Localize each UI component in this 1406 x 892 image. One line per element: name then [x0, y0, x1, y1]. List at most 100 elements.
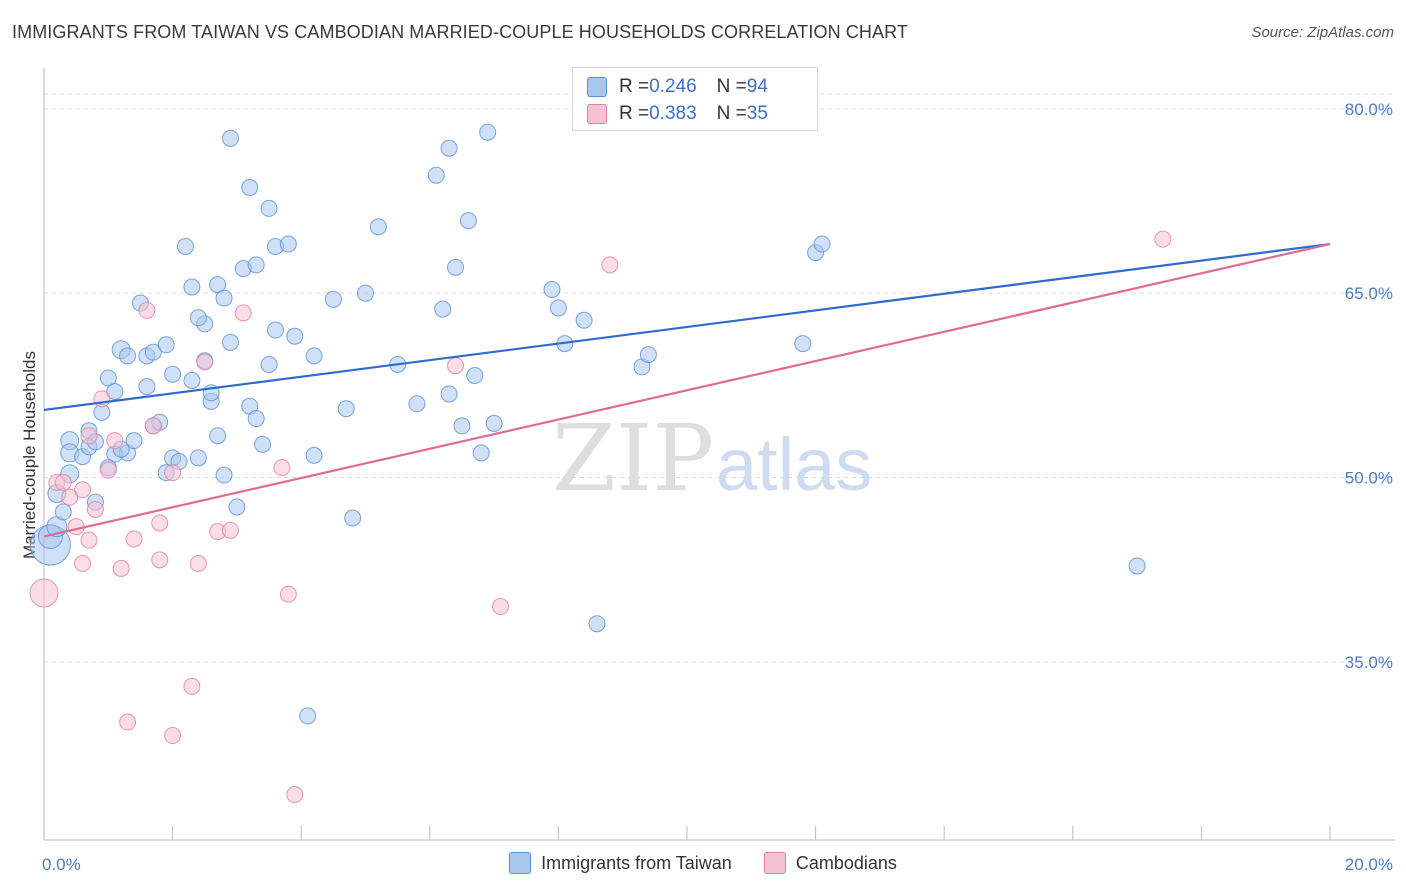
point-taiwan — [125, 432, 143, 450]
point-taiwan — [1128, 557, 1146, 575]
point-taiwan — [209, 427, 227, 445]
point-taiwan — [189, 309, 207, 327]
point-taiwan — [215, 466, 233, 484]
point-taiwan — [479, 123, 497, 141]
point-taiwan — [813, 235, 831, 253]
point-cambodians — [80, 427, 98, 445]
tick-labels: 35.0% 50.0% 65.0% 80.0% 0.0% 20.0% — [42, 100, 1393, 874]
legend-r-label: R = — [619, 76, 650, 97]
legend-label-taiwan: Immigrants from Taiwan — [541, 852, 732, 873]
point-taiwan — [247, 410, 265, 428]
point-cambodians — [99, 461, 117, 479]
watermark-atlas: atlas — [716, 423, 872, 506]
legend-swatch-cambodians — [763, 852, 786, 874]
point-taiwan — [144, 343, 162, 361]
correlation-legend: R = 0.246 N = 94 R = 0.383 N = 35 — [572, 67, 818, 131]
trend-lines — [43, 242, 1331, 538]
point-taiwan — [279, 235, 297, 253]
legend-item-cambodians[interactable]: Cambodians — [763, 852, 897, 874]
point-cambodians — [106, 432, 124, 450]
point-taiwan — [286, 327, 304, 345]
point-taiwan — [305, 347, 323, 365]
point-taiwan — [357, 284, 374, 302]
point-taiwan — [176, 237, 194, 255]
legend-r-value: 0.383 — [649, 103, 697, 124]
y-tick-label: 35.0% — [1345, 653, 1393, 672]
point-taiwan — [549, 299, 567, 317]
point-taiwan — [427, 166, 445, 184]
chart-title: IMMIGRANTS FROM TAIWAN VS CAMBODIAN MARR… — [12, 22, 908, 42]
point-cambodians — [61, 488, 79, 506]
point-cambodians — [125, 530, 143, 548]
point-cambodians — [189, 555, 207, 573]
point-taiwan — [266, 321, 284, 339]
point-cambodians — [86, 500, 104, 518]
point-taiwan — [472, 444, 490, 462]
point-taiwan — [164, 365, 182, 383]
axes — [43, 68, 1395, 841]
point-cambodians — [164, 727, 182, 745]
point-taiwan — [453, 417, 471, 435]
point-taiwan — [588, 615, 606, 633]
point-cambodians — [273, 459, 291, 477]
point-taiwan — [54, 503, 72, 521]
watermark-zip: ZIP — [552, 405, 714, 512]
point-taiwan — [543, 280, 561, 298]
legend-n-value: 94 — [746, 76, 768, 97]
chart-source: Source: ZipAtlas.com — [1251, 24, 1394, 41]
point-cambodians — [234, 304, 252, 322]
point-taiwan — [215, 289, 233, 307]
point-taiwan — [260, 355, 278, 373]
point-taiwan — [189, 449, 207, 467]
legend-r-value: 0.246 — [649, 76, 697, 97]
point-taiwan — [183, 371, 201, 389]
point-cambodians — [183, 677, 201, 695]
point-taiwan — [440, 385, 458, 403]
data-points — [29, 123, 1172, 804]
legend-n-label: N = — [716, 76, 747, 97]
point-taiwan — [434, 300, 452, 318]
point-cambodians — [119, 713, 137, 731]
legend-label-cambodians: Cambodians — [795, 852, 897, 873]
legend-r-label: R = — [619, 103, 650, 124]
trend-line-cambodians — [43, 242, 1331, 538]
legend-item-taiwan[interactable]: Immigrants from Taiwan — [509, 852, 732, 874]
point-taiwan — [369, 218, 387, 236]
legend-row-taiwan: R = 0.246 N = 94 — [587, 76, 768, 98]
point-cambodians — [1154, 230, 1172, 248]
point-taiwan — [260, 199, 278, 217]
legend-swatch-taiwan — [587, 77, 607, 97]
point-cambodians — [29, 578, 59, 608]
point-taiwan — [485, 414, 503, 432]
point-cambodians — [279, 585, 297, 603]
point-taiwan — [183, 278, 201, 296]
point-cambodians — [112, 559, 130, 577]
point-cambodians — [492, 598, 510, 616]
point-taiwan — [337, 400, 355, 418]
point-cambodians — [54, 473, 72, 491]
point-taiwan — [138, 378, 156, 396]
point-taiwan — [575, 311, 593, 329]
legend-n-value: 35 — [746, 103, 768, 124]
point-cambodians — [80, 531, 98, 549]
point-cambodians — [138, 301, 156, 319]
legend-n-label: N = — [716, 103, 747, 124]
point-cambodians — [601, 256, 619, 274]
x-tick-label: 20.0% — [1345, 855, 1393, 874]
point-cambodians — [151, 551, 169, 569]
series-legend: Immigrants from Taiwan Cambodians — [0, 852, 1406, 874]
gridlines — [44, 93, 1395, 663]
point-taiwan — [247, 256, 265, 274]
legend-swatch-taiwan — [509, 852, 532, 874]
point-taiwan — [447, 258, 465, 276]
point-taiwan — [324, 290, 342, 308]
point-cambodians — [144, 417, 162, 435]
watermark: ZIP atlas — [552, 405, 872, 512]
point-taiwan — [305, 446, 323, 464]
point-cambodians — [67, 518, 85, 536]
point-cambodians — [164, 464, 182, 482]
x-tick-label: 0.0% — [42, 855, 81, 874]
point-taiwan — [221, 333, 239, 351]
point-taiwan — [119, 347, 137, 365]
